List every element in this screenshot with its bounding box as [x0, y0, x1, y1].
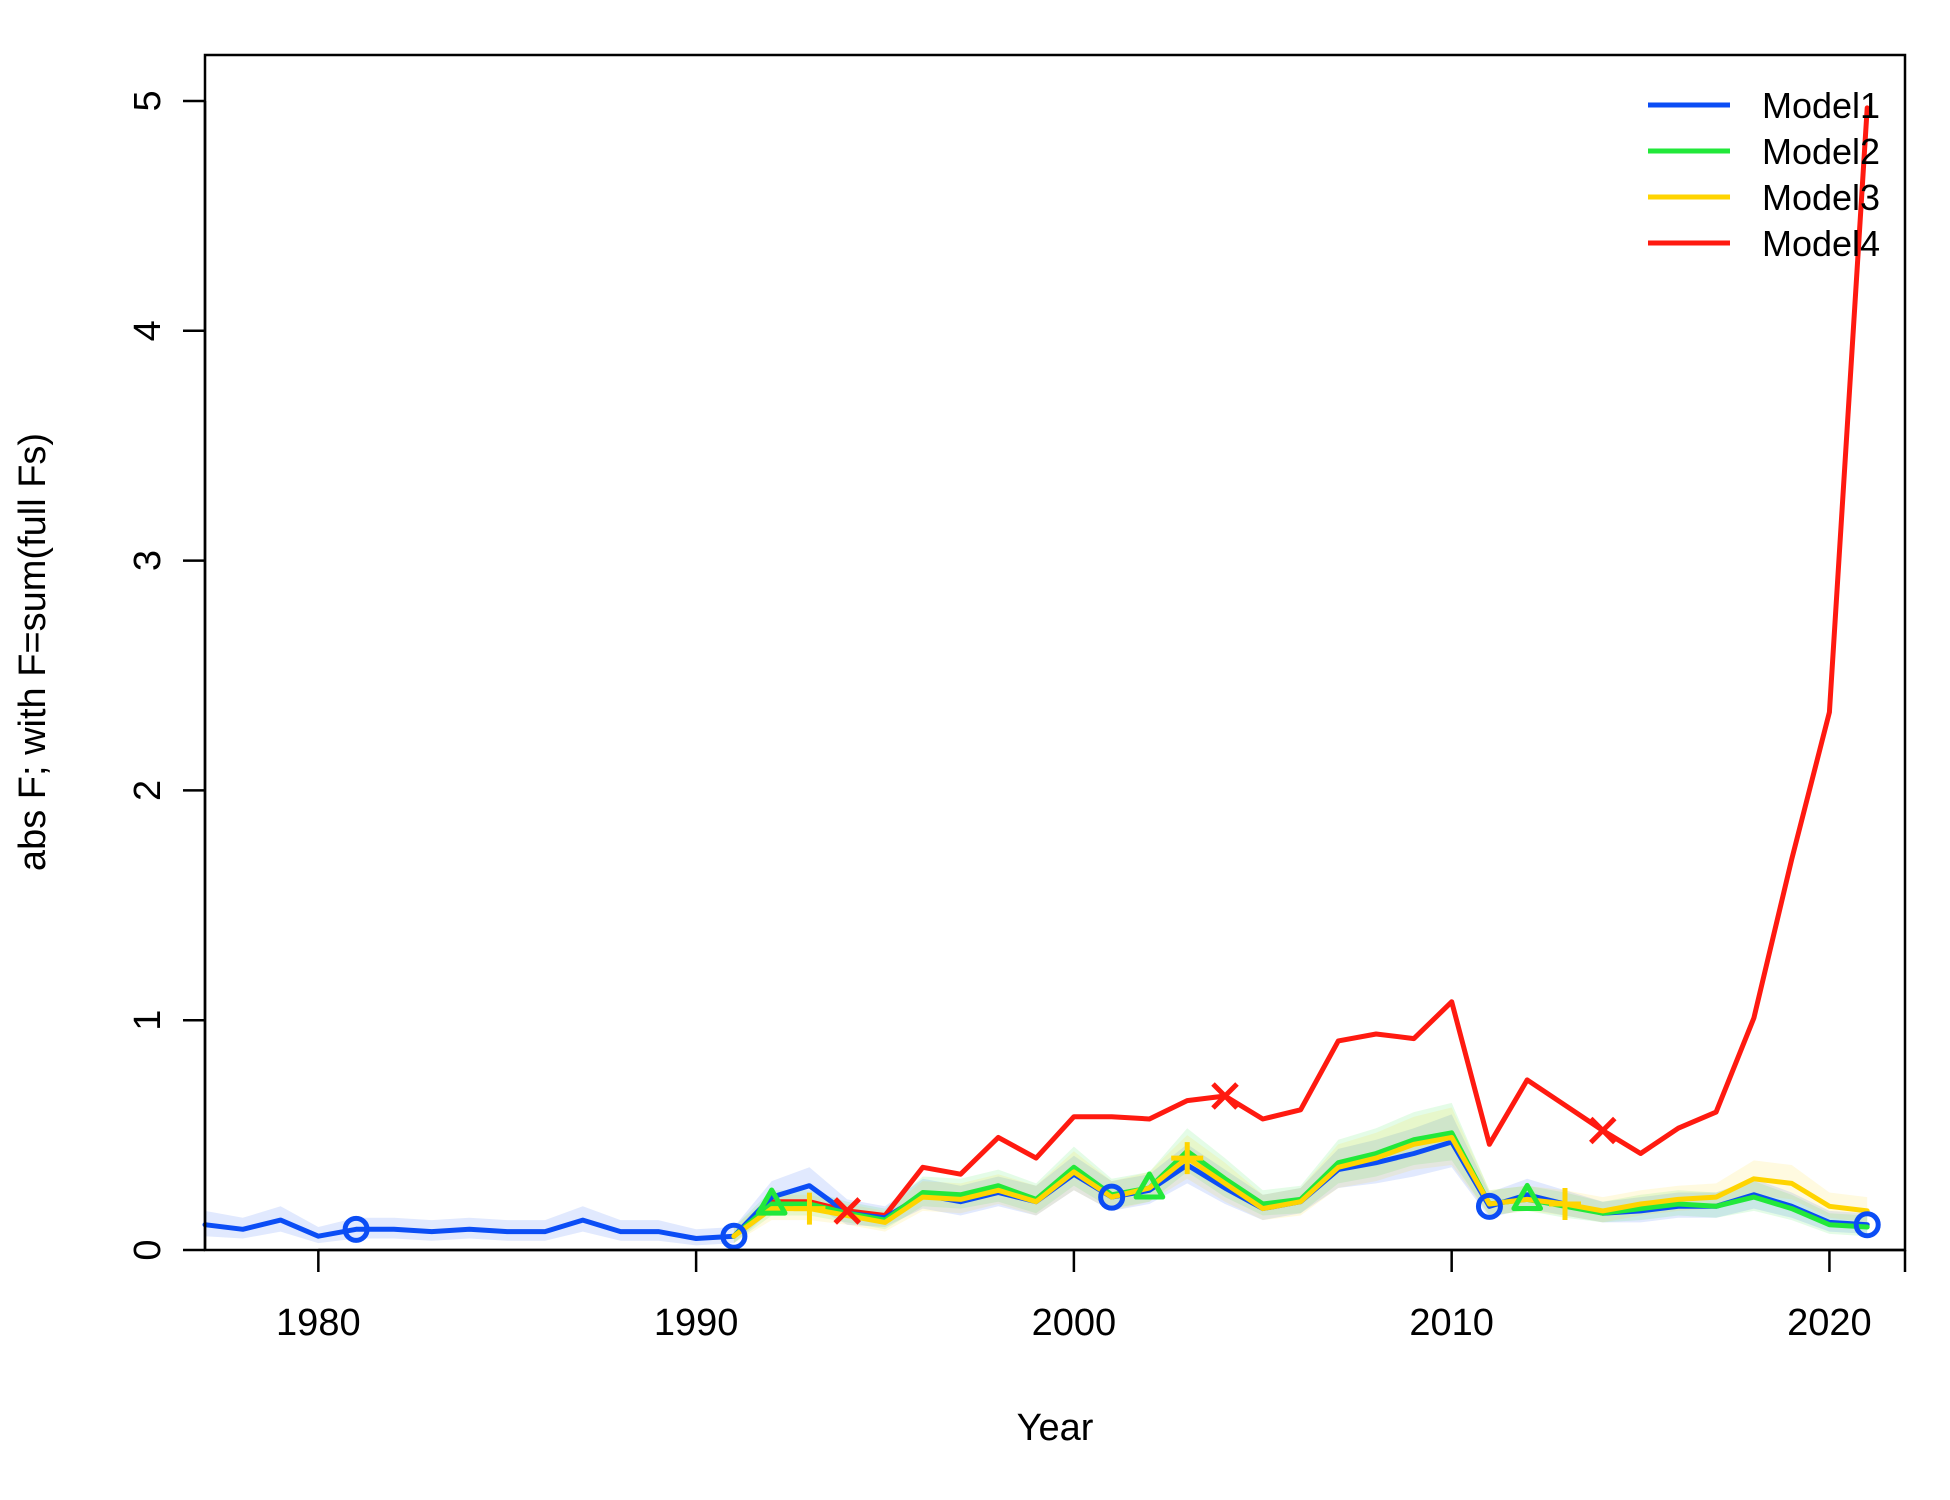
data-point-model4 — [833, 1197, 861, 1225]
data-point-model1 — [720, 1222, 748, 1250]
data-point-model1 — [1853, 1211, 1881, 1239]
series-line-model3 — [731, 1134, 1870, 1239]
data-point-model1 — [1475, 1192, 1503, 1220]
y-axis-title: abs F; with F=sum(full Fs) — [12, 433, 54, 871]
y-tick-label: 1 — [127, 1010, 169, 1031]
x-tick-label: 2000 — [1032, 1302, 1117, 1344]
data-point-model4 — [1589, 1116, 1617, 1145]
data-point-model4 — [1211, 1082, 1239, 1110]
y-tick-label: 3 — [127, 550, 169, 571]
legend-label-model1: Model1 — [1762, 85, 1880, 126]
data-point-model1 — [1098, 1183, 1126, 1211]
data-point-model3 — [793, 1192, 826, 1225]
series-lines — [202, 105, 1870, 1241]
confidence-band-model2 — [733, 1102, 1868, 1244]
legend: Model1 Model2 Model3 Model4 — [1648, 85, 1880, 264]
confidence-band-model3 — [733, 1107, 1868, 1244]
y-tick-label: 5 — [127, 90, 169, 111]
x-axis-title: Year — [1017, 1407, 1094, 1449]
x-tick-label: 1980 — [276, 1302, 361, 1344]
data-point-model1 — [342, 1215, 370, 1243]
data-point-model3 — [1549, 1188, 1581, 1221]
legend-label-model3: Model3 — [1762, 177, 1880, 218]
x-tick-label: 1990 — [654, 1302, 739, 1344]
y-tick-label: 0 — [127, 1239, 169, 1260]
confidence-bands — [205, 1102, 1868, 1246]
y-tick-label: 4 — [127, 320, 169, 341]
x-tick-label: 2010 — [1409, 1302, 1494, 1344]
data-point-model3 — [1171, 1142, 1204, 1175]
data-point-model2 — [1511, 1182, 1544, 1212]
legend-label-model2: Model2 — [1762, 131, 1880, 172]
plot-frame — [203, 53, 1907, 1252]
series-line-model4 — [731, 105, 1870, 1239]
x-axis: 1980 1990 2000 2010 2020 — [276, 1248, 1907, 1344]
confidence-band-model1 — [205, 1114, 1868, 1246]
legend-label-model4: Model4 — [1762, 223, 1880, 264]
data-point-model2 — [755, 1187, 788, 1216]
y-tick-label: 2 — [127, 780, 169, 801]
series-markers — [342, 1082, 1881, 1250]
x-tick-label: 2020 — [1787, 1302, 1872, 1344]
y-axis: 0 1 2 3 4 5 — [127, 90, 207, 1261]
data-point-model2 — [1133, 1171, 1166, 1200]
